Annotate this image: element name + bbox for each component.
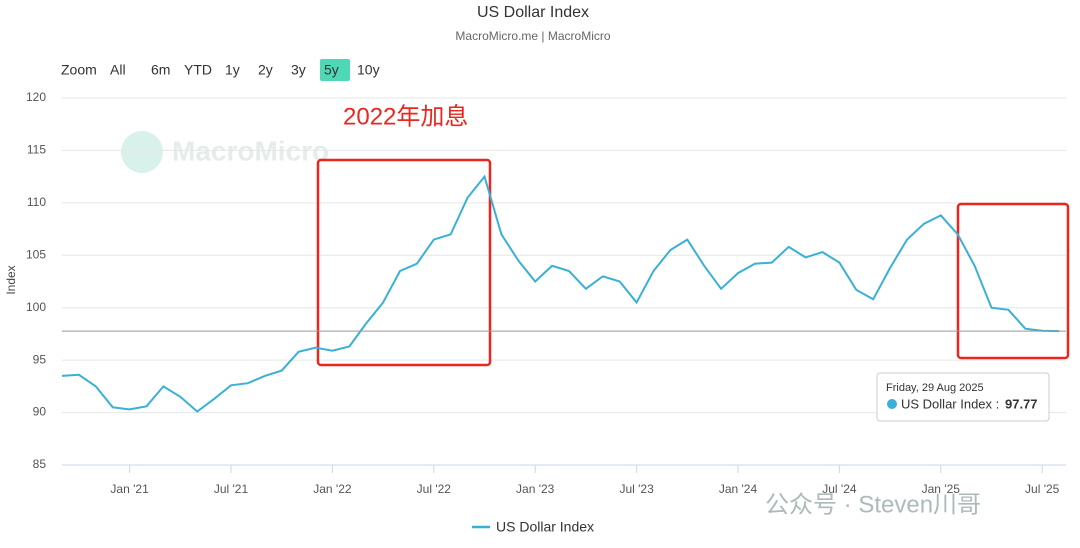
x-tick-label: Jul '21 [214,482,249,496]
x-tick-label: Jan '24 [719,482,758,496]
data-line [61,174,1060,413]
x-tick-label: Jan '21 [110,482,149,496]
range-button[interactable]: YTD [184,62,212,78]
tooltip-value: 97.77 [1005,396,1038,411]
y-tick-label: 95 [33,352,47,366]
range-button[interactable]: 5y [324,62,339,78]
highlight-box [956,202,1070,360]
watermark-logo [121,131,163,173]
chart-subtitle: MacroMicro.me | MacroMicro [455,29,610,43]
y-axis-label: Index [4,265,18,294]
highlight-box [316,158,492,367]
range-button[interactable]: 3y [291,62,306,78]
x-tick-label: Jan '25 [922,482,961,496]
range-button[interactable]: All [110,62,126,78]
range-button[interactable]: 1y [225,62,240,78]
tooltip-box [876,372,1050,422]
range-button[interactable]: 2y [258,62,273,78]
y-tick-label: 85 [33,457,47,471]
x-tick-label: Jan '22 [313,482,352,496]
x-tick-label: Jul '25 [1025,482,1060,496]
tooltip-label: US Dollar Index : [901,396,999,411]
y-tick-label: 90 [33,405,47,419]
range-button[interactable]: 10y [357,62,380,78]
tooltip-date: Friday, 29 Aug 2025 [886,382,984,394]
tooltip: Friday, 29 Aug 2025 US Dollar Index : 97… [876,372,1050,422]
y-tick-label: 100 [26,300,46,314]
chart-title: US Dollar Index [477,4,589,21]
footer-watermark: 公众号 · Steven川哥 [765,491,981,518]
legend-label[interactable]: US Dollar Index [496,519,594,535]
x-tick-label: Jan '23 [516,482,555,496]
range-button-active [320,59,350,81]
y-tick-label: 115 [27,143,46,157]
range-button: Zoom [61,62,97,78]
y-tick-label: 105 [26,247,46,261]
tooltip-marker [887,399,897,409]
y-tick-label: 120 [26,90,46,104]
range-button[interactable]: 6m [151,62,170,78]
x-tick-label: Jul '22 [417,482,452,496]
range-buttons: Zoom All 6m YTD 1y 2y 3y 5y 10y [61,59,380,81]
y-tick-label: 110 [27,195,46,209]
x-tick-label: Jul '23 [619,482,654,496]
annotation: 2022年加息 [343,103,468,130]
x-tick-label: Jul '24 [822,482,857,496]
